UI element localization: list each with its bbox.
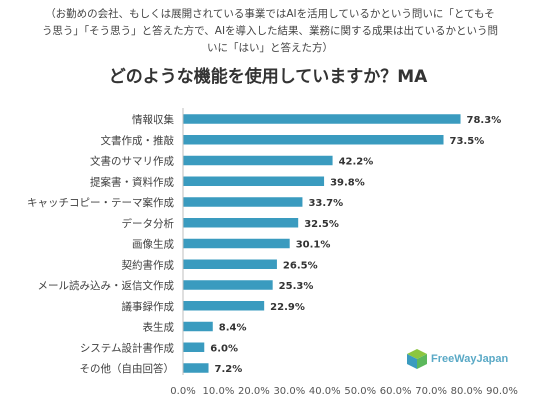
bar <box>183 301 265 311</box>
x-tick-label: 70.0% <box>415 386 447 397</box>
value-label: 25.3% <box>279 281 314 292</box>
category-label: 画像生成 <box>132 238 174 251</box>
logo-text: FreeWayJapan <box>431 353 509 365</box>
cube-logo-icon <box>407 349 427 369</box>
value-label: 39.8% <box>330 177 365 188</box>
x-tick-label: 60.0% <box>380 386 412 397</box>
category-label: キャッチコピー・テーマ案作成 <box>27 196 174 209</box>
bar <box>183 197 303 207</box>
bar <box>183 155 333 166</box>
value-label: 26.5% <box>283 260 318 271</box>
bar <box>183 218 299 228</box>
category-label: 契約書作成 <box>122 258 175 271</box>
x-tick-label: 90.0% <box>486 386 518 397</box>
category-label: メール読み込み・返信文作成 <box>38 279 175 292</box>
x-tick-label: 30.0% <box>273 386 305 397</box>
bar <box>183 280 273 290</box>
bar <box>183 321 213 332</box>
chart-title: どのような機能を使用していますか？MA <box>108 67 428 87</box>
value-label: 30.1% <box>296 240 331 251</box>
value-label: 7.2% <box>215 364 243 375</box>
category-label: 文書のサマリ作成 <box>90 155 174 168</box>
value-label: 42.2% <box>339 157 374 168</box>
chart-subtitle: （お勤めの会社、もしくは展開されている事業ではAIを活用しているかという問いに「… <box>41 8 499 54</box>
bar <box>183 176 325 186</box>
value-label: 32.5% <box>304 219 339 230</box>
category-label: その他（自由回答） <box>80 362 175 375</box>
x-tick-label: 0.0% <box>170 386 195 397</box>
value-label: 8.4% <box>219 323 247 334</box>
bar <box>183 114 461 124</box>
value-label: 22.9% <box>270 302 305 313</box>
x-tick-label: 20.0% <box>238 386 270 397</box>
freewayjapan-logo: FreeWayJapan <box>406 348 508 370</box>
x-tick-label: 10.0% <box>203 386 235 397</box>
bar <box>183 259 277 269</box>
value-label: 33.7% <box>308 198 343 209</box>
bar <box>183 238 290 249</box>
category-label: 議事録作成 <box>122 300 175 313</box>
category-label: 情報収集 <box>132 113 174 126</box>
bar <box>183 135 444 145</box>
category-label: データ分析 <box>122 217 175 230</box>
category-label: システム設計書作成 <box>80 341 175 354</box>
category-label: 文書作成・推敲 <box>101 134 175 147</box>
bar <box>183 363 209 373</box>
x-tick-label: 80.0% <box>451 386 483 397</box>
value-label: 78.3% <box>467 115 502 126</box>
category-label: 提案書・資料作成 <box>90 175 174 188</box>
category-label: 表生成 <box>143 321 175 334</box>
x-tick-label: 50.0% <box>344 386 376 397</box>
x-tick-label: 40.0% <box>309 386 341 397</box>
value-label: 73.5% <box>450 136 485 147</box>
value-label: 6.0% <box>210 343 238 354</box>
bar <box>183 342 205 352</box>
